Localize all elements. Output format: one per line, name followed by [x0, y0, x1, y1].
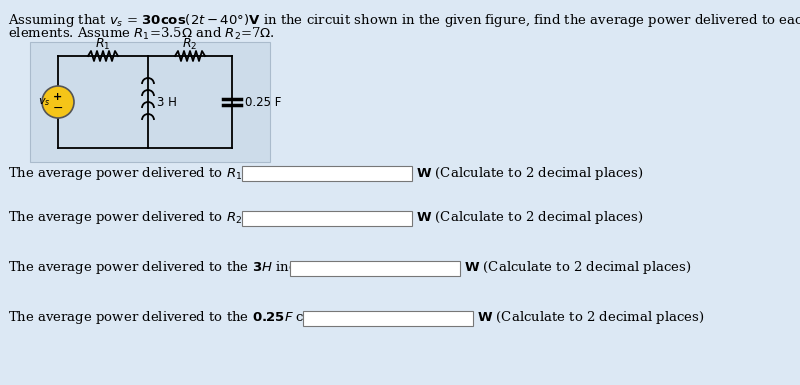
- Circle shape: [42, 86, 74, 118]
- FancyBboxPatch shape: [242, 166, 412, 181]
- Text: The average power delivered to $R_1$ is: The average power delivered to $R_1$ is: [8, 164, 258, 181]
- Text: +: +: [54, 92, 62, 102]
- Text: $R_1$: $R_1$: [95, 37, 110, 52]
- Text: $v_s$: $v_s$: [38, 96, 50, 108]
- Text: The average power delivered to $R_2$ is: The average power delivered to $R_2$ is: [8, 209, 258, 226]
- FancyBboxPatch shape: [30, 42, 270, 162]
- Text: $\mathbf{W}$ (Calculate to 2 decimal places): $\mathbf{W}$ (Calculate to 2 decimal pla…: [416, 164, 643, 181]
- FancyBboxPatch shape: [303, 310, 473, 325]
- FancyBboxPatch shape: [290, 261, 460, 276]
- Text: $R_2$: $R_2$: [182, 37, 198, 52]
- Text: Assuming that $v_s$ = $\mathbf{30cos}$$(2t-40°)$$\mathbf{V}$ in the circuit show: Assuming that $v_s$ = $\mathbf{30cos}$$(…: [8, 12, 800, 29]
- Text: $\mathbf{W}$ (Calculate to 2 decimal places): $\mathbf{W}$ (Calculate to 2 decimal pla…: [477, 310, 705, 326]
- Text: $\mathbf{W}$ (Calculate to 2 decimal places): $\mathbf{W}$ (Calculate to 2 decimal pla…: [464, 259, 691, 276]
- Text: 0.25 F: 0.25 F: [245, 95, 282, 109]
- Text: 3 H: 3 H: [157, 95, 177, 109]
- Text: The average power delivered to the $\mathbf{3\it{H}}$ inductor is: The average power delivered to the $\mat…: [8, 259, 349, 276]
- Text: The average power delivered to the $\mathbf{0.25\it{F}}$ capacitor is: The average power delivered to the $\mat…: [8, 310, 375, 326]
- Text: $\mathbf{W}$ (Calculate to 2 decimal places): $\mathbf{W}$ (Calculate to 2 decimal pla…: [416, 209, 643, 226]
- FancyBboxPatch shape: [242, 211, 412, 226]
- Text: elements. Assume $R_1$=3.5$\Omega$ and $R_2$=7$\Omega$.: elements. Assume $R_1$=3.5$\Omega$ and $…: [8, 26, 275, 42]
- Text: −: −: [53, 102, 63, 114]
